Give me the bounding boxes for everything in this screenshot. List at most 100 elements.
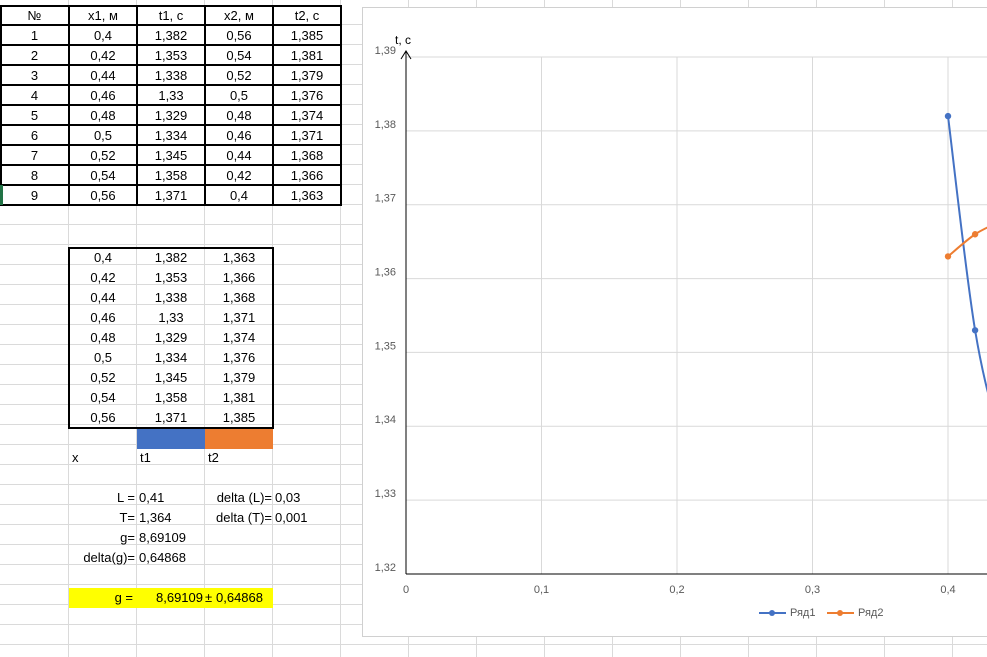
table-cell[interactable]: 1,334	[137, 125, 205, 145]
result-label: L =	[117, 490, 135, 505]
table-cell[interactable]: 1,358	[137, 165, 205, 185]
result-value: 0,41	[139, 490, 165, 505]
table-cell[interactable]: 1,33	[137, 85, 205, 105]
table-cell[interactable]: 0,42	[205, 165, 273, 185]
table-cell[interactable]: 1,329	[137, 105, 205, 125]
table-cell[interactable]: 0,44	[205, 145, 273, 165]
table-cell[interactable]: 1,371	[222, 310, 256, 325]
x-tick-label: 0,4	[940, 584, 955, 596]
column-label: x	[72, 450, 79, 465]
final-error: 0,64868	[216, 590, 263, 605]
table-cell[interactable]: 1,353	[154, 270, 188, 285]
legend-marker	[769, 610, 775, 616]
table-frame	[68, 247, 274, 429]
table-cell[interactable]: 0,56	[205, 25, 273, 45]
table-cell[interactable]: 1,366	[222, 270, 256, 285]
x-tick-label: 0,3	[805, 584, 820, 596]
table-cell[interactable]: 0,54	[90, 390, 116, 405]
table-cell[interactable]: 0,46	[205, 125, 273, 145]
table-cell[interactable]: 0,42	[90, 270, 116, 285]
table-cell[interactable]: 1,338	[154, 290, 188, 305]
table-cell[interactable]: 1,329	[154, 330, 188, 345]
table-cell[interactable]: 1,376	[222, 350, 256, 365]
series-line	[947, 226, 987, 258]
result-value: 0,64868	[139, 550, 186, 565]
table-cell[interactable]: 0,52	[205, 65, 273, 85]
table-cell[interactable]: 1,363	[222, 250, 256, 265]
table-frame	[0, 5, 342, 206]
table-cell[interactable]: 0,4	[69, 25, 137, 45]
result-label: delta (T)=	[216, 510, 272, 525]
y-tick-label: 1,33	[375, 488, 396, 500]
data-point	[971, 231, 979, 238]
legend-marker	[837, 610, 843, 616]
table-cell[interactable]: 1,353	[137, 45, 205, 65]
table-cell[interactable]: 1,33	[158, 310, 184, 325]
y-tick-label: 1,34	[375, 414, 396, 426]
table-cell[interactable]: 0,48	[69, 105, 137, 125]
table-cell[interactable]: 1,374	[222, 330, 256, 345]
table-cell[interactable]: 0,52	[69, 145, 137, 165]
table-cell[interactable]: 0,4	[93, 250, 113, 265]
x-tick-label: 0,2	[669, 584, 684, 596]
legend-label: Ряд2	[858, 607, 883, 619]
result-label: delta(g)=	[83, 550, 135, 565]
final-sign: ±	[205, 590, 213, 605]
series-line	[947, 115, 987, 393]
y-tick-label: 1,38	[375, 119, 396, 131]
result-label: T=	[119, 510, 135, 525]
result-value: 8,69109	[139, 530, 186, 545]
final-value: 8,69109	[156, 590, 203, 605]
table-cell[interactable]: 1,358	[154, 390, 188, 405]
y-axis-title: t, c	[395, 33, 411, 47]
table-cell[interactable]: 1,368	[222, 290, 256, 305]
y-tick-label: 1,37	[375, 193, 396, 205]
y-tick-label: 1,32	[375, 562, 396, 574]
table-cell[interactable]: 0,46	[69, 85, 137, 105]
final-label: g =	[114, 590, 133, 605]
x-tick-label: 0,1	[534, 584, 549, 596]
table-cell[interactable]: 1,338	[137, 65, 205, 85]
table-cell[interactable]: 1,345	[137, 145, 205, 165]
table-cell[interactable]: 0,54	[205, 45, 273, 65]
data-point	[944, 253, 952, 260]
y-tick-label: 1,35	[375, 340, 396, 352]
column-label: t2	[208, 450, 219, 465]
table-cell[interactable]: 0,48	[205, 105, 273, 125]
selection-mark	[0, 185, 3, 205]
table-cell[interactable]: 0,48	[90, 330, 116, 345]
table-cell[interactable]: 1,371	[154, 410, 188, 425]
result-value: 0,03	[275, 490, 301, 505]
highlight	[69, 588, 273, 608]
table-cell[interactable]: 0,44	[69, 65, 137, 85]
table-cell[interactable]: 0,52	[90, 370, 116, 385]
column-label: t1	[140, 450, 151, 465]
table-cell[interactable]: 0,44	[90, 290, 116, 305]
color-swatch	[205, 429, 273, 449]
chart[interactable]: 1,32 1,33 1,34 1,35 1,36 1,37 1,38 1,39 0 0,1 0,2 0…	[362, 7, 987, 637]
table-cell[interactable]: 0,42	[69, 45, 137, 65]
table-cell[interactable]: 1,345	[154, 370, 188, 385]
axis-arrow	[400, 50, 412, 60]
legend-label: Ряд1	[790, 607, 815, 619]
table-cell[interactable]: 1,385	[222, 410, 256, 425]
table-cell[interactable]: 0,5	[93, 350, 113, 365]
table-cell[interactable]: 1,382	[154, 250, 188, 265]
table-cell[interactable]: 0,54	[69, 165, 137, 185]
result-value: 0,001	[275, 510, 308, 525]
table-cell[interactable]: 1,334	[154, 350, 188, 365]
x-tick-label: 0	[403, 584, 409, 596]
table-cell[interactable]: 1,379	[222, 370, 256, 385]
table-cell[interactable]: 0,46	[90, 310, 116, 325]
table-cell[interactable]: 0,5	[205, 85, 273, 105]
data-point	[944, 112, 952, 120]
table-cell[interactable]: 0,56	[90, 410, 116, 425]
table-cell[interactable]: 1,381	[222, 390, 256, 405]
table-cell[interactable]: 0,5	[69, 125, 137, 145]
color-swatch	[137, 429, 205, 449]
result-label: g=	[120, 530, 135, 545]
table-cell[interactable]: 1,382	[137, 25, 205, 45]
y-tick-label: 1,39	[375, 45, 396, 57]
data-point	[971, 327, 979, 334]
